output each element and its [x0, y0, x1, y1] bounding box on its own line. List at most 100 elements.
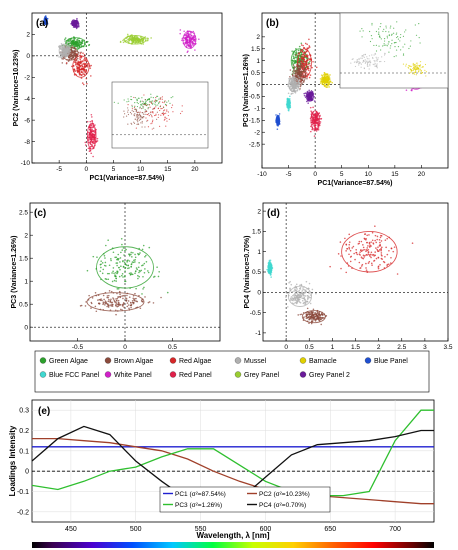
- x-tick-label: 3: [423, 344, 427, 351]
- inset-point: [396, 36, 398, 39]
- confidence-ellipse: [72, 55, 90, 78]
- data-point: [193, 39, 195, 41]
- data-point: [353, 252, 355, 255]
- data-point: [144, 268, 146, 270]
- data-point: [373, 259, 376, 262]
- data-point: [86, 63, 88, 65]
- y-axis-label: PC3 (Variance=1.26%): [243, 54, 250, 127]
- data-point: [121, 304, 124, 307]
- data-point: [138, 271, 140, 274]
- data-point: [266, 268, 268, 271]
- inset-point: [136, 100, 138, 102]
- data-point: [311, 128, 313, 131]
- data-point: [324, 81, 327, 83]
- data-point: [142, 275, 144, 278]
- data-point: [308, 62, 311, 65]
- data-point: [104, 257, 106, 259]
- data-point: [294, 85, 296, 88]
- data-point: [359, 251, 361, 253]
- inset-point: [166, 109, 168, 111]
- data-point: [116, 262, 119, 264]
- data-point: [187, 50, 189, 52]
- data-point: [129, 273, 132, 276]
- inset-point: [393, 55, 395, 58]
- data-point: [289, 280, 291, 283]
- data-point: [121, 249, 124, 251]
- data-point: [307, 47, 309, 50]
- cluster-mussel: [57, 40, 75, 59]
- data-point: [368, 246, 371, 248]
- data-point: [348, 241, 351, 243]
- data-point: [311, 288, 314, 291]
- data-point: [319, 314, 322, 317]
- data-point: [109, 304, 111, 306]
- data-point: [140, 269, 143, 272]
- data-point: [367, 251, 370, 253]
- data-point: [304, 301, 307, 304]
- data-point: [67, 60, 70, 62]
- inset-point: [136, 98, 138, 100]
- inset-point: [372, 57, 374, 60]
- data-point: [60, 42, 63, 45]
- scatter-panel: -0.500.52.521.510.50PC2(Variance=10.23%)…: [11, 202, 221, 360]
- inset-point: [161, 96, 164, 98]
- inset-point: [145, 101, 147, 103]
- data-point: [294, 291, 297, 294]
- inset-point: [172, 111, 174, 113]
- data-point: [300, 296, 302, 298]
- data-point: [139, 252, 141, 254]
- data-point: [166, 291, 169, 294]
- data-point: [300, 292, 302, 295]
- inset-point: [157, 114, 160, 116]
- data-point: [390, 247, 393, 249]
- inset-point: [371, 38, 373, 40]
- data-point: [124, 266, 127, 269]
- data-point: [297, 49, 300, 52]
- data-point: [369, 253, 372, 256]
- data-point: [194, 49, 196, 51]
- data-point: [300, 294, 303, 297]
- data-point: [292, 87, 295, 90]
- x-tick-label: 0: [84, 166, 88, 173]
- data-point: [87, 138, 90, 141]
- inset-point: [391, 39, 393, 41]
- data-point: [294, 288, 296, 291]
- inset-point: [162, 106, 165, 108]
- data-point: [382, 260, 385, 263]
- inset-point: [153, 107, 155, 110]
- inset-point: [139, 101, 141, 103]
- data-point: [192, 30, 195, 33]
- data-point: [84, 69, 87, 71]
- data-point: [121, 273, 124, 275]
- data-point: [131, 299, 134, 302]
- inset-point: [159, 105, 162, 107]
- data-point: [112, 270, 114, 273]
- data-point: [117, 287, 120, 290]
- data-point: [83, 57, 86, 60]
- data-point: [120, 265, 122, 268]
- data-point: [295, 301, 298, 303]
- data-point: [300, 44, 303, 46]
- data-point: [72, 42, 74, 45]
- data-point: [60, 48, 62, 50]
- data-point: [305, 100, 308, 103]
- data-point: [138, 262, 140, 264]
- data-point: [294, 59, 296, 62]
- data-point: [71, 52, 73, 55]
- inset-point: [385, 25, 387, 27]
- data-point: [366, 247, 369, 249]
- data-point: [113, 279, 116, 282]
- inset-point: [380, 23, 382, 25]
- data-point: [85, 77, 88, 80]
- data-point: [304, 63, 306, 65]
- inset-point: [129, 111, 132, 114]
- data-point: [145, 254, 147, 257]
- data-point: [377, 267, 380, 270]
- data-point: [101, 262, 104, 264]
- x-tick-label: 15: [164, 166, 172, 173]
- inset-point: [159, 125, 161, 128]
- data-point: [306, 307, 309, 310]
- data-point: [115, 303, 117, 306]
- data-point: [369, 255, 371, 257]
- inset-point: [395, 49, 398, 51]
